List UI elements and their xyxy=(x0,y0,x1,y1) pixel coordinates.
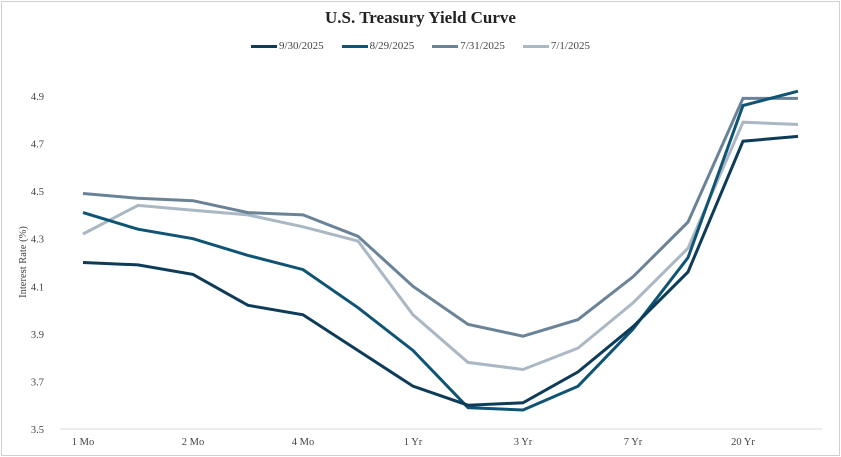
legend-label: 8/29/2025 xyxy=(369,40,415,52)
series-line-7-1-2025 xyxy=(82,120,799,372)
legend-label: 7/31/2025 xyxy=(460,40,505,52)
legend-item: 7/31/2025 xyxy=(432,40,505,52)
series-line-8-29-2025 xyxy=(82,89,799,412)
legend-item: 7/1/2025 xyxy=(522,40,590,52)
legend-swatch xyxy=(341,44,368,48)
series-line-9-30-2025 xyxy=(82,134,799,407)
x-tick-label: 1 Yr xyxy=(404,437,423,448)
legend-label: 7/1/2025 xyxy=(550,40,590,52)
x-tick-label: 20 Yr xyxy=(731,437,755,448)
x-tick-label: 1 Mo xyxy=(72,437,94,448)
legend-item: 8/29/2025 xyxy=(341,40,415,52)
legend-item: 9/30/2025 xyxy=(251,40,324,52)
x-tick-label: 7 Yr xyxy=(624,437,643,448)
x-tick-label: 4 Mo xyxy=(292,437,314,448)
legend-label: 9/30/2025 xyxy=(279,40,324,52)
y-axis-title: Interest Rate (%) xyxy=(18,226,29,298)
y-tick-label: 4.3 xyxy=(31,235,44,246)
y-tick-label: 4.1 xyxy=(31,282,44,293)
legend: 9/30/2025 8/29/2025 7/31/2025 7/1/2025 xyxy=(0,40,841,52)
y-tick-label: 3.5 xyxy=(31,425,44,436)
series-line-7-31-2025 xyxy=(82,96,798,338)
chart-title: U.S. Treasury Yield Curve xyxy=(325,8,516,27)
legend-swatch xyxy=(251,44,277,48)
y-tick-label: 4.5 xyxy=(31,187,44,198)
x-tick-label: 3 Yr xyxy=(514,437,533,448)
y-tick-label: 3.7 xyxy=(31,377,44,388)
y-tick-label: 4.9 xyxy=(31,92,44,103)
y-tick-label: 4.7 xyxy=(31,140,44,151)
legend-swatch xyxy=(432,44,459,48)
legend-swatch xyxy=(522,44,549,48)
x-tick-label: 2 Mo xyxy=(182,437,204,448)
y-tick-label: 3.9 xyxy=(31,330,44,341)
